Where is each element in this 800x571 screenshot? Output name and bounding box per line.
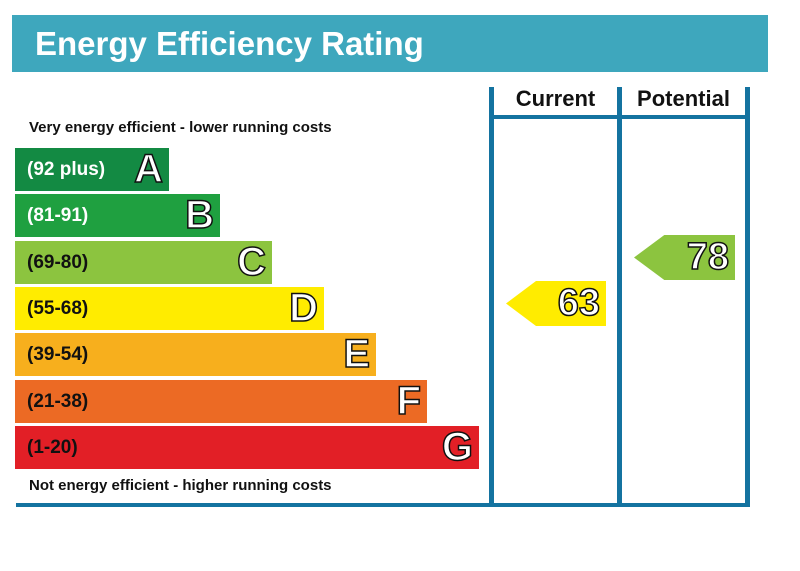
column-header-current: Current xyxy=(515,86,596,111)
band-range-label: (69-80) xyxy=(27,252,89,273)
band-letter: A xyxy=(133,146,163,192)
column-divider-middle xyxy=(617,87,622,507)
band-range-label: (92 plus) xyxy=(27,159,106,180)
band-range-label: (55-68) xyxy=(27,298,89,319)
current-rating-arrow: 63 xyxy=(506,281,606,326)
band-letter: C xyxy=(236,239,266,285)
column-divider-right xyxy=(745,87,750,507)
band-range-label: (39-54) xyxy=(27,344,89,365)
column-header-potential: Potential xyxy=(637,86,730,111)
column-divider-left xyxy=(489,87,494,507)
header-divider xyxy=(489,115,750,119)
band-g: (1-20) G xyxy=(15,424,479,470)
band-a: (92 plus) A xyxy=(15,146,169,192)
potential-rating-value: 78 xyxy=(686,235,730,279)
band-e: (39-54) E xyxy=(15,331,376,377)
top-note: Very energy efficient - lower running co… xyxy=(29,119,332,136)
band-c: (69-80) C xyxy=(15,239,272,285)
chart-title: Energy Efficiency Rating xyxy=(12,15,768,72)
current-rating-value: 63 xyxy=(557,281,601,325)
band-letter: D xyxy=(288,285,318,331)
bottom-border xyxy=(16,503,750,507)
band-letter: F xyxy=(396,378,422,424)
band-letter: G xyxy=(441,424,474,470)
bottom-note: Not energy efficient - higher running co… xyxy=(29,477,332,494)
band-letter: B xyxy=(184,192,214,238)
potential-rating-arrow: 78 xyxy=(634,235,735,280)
band-b: (81-91) B xyxy=(15,192,220,238)
band-f: (21-38) F xyxy=(15,378,427,424)
band-letter: E xyxy=(343,331,371,377)
band-d: (55-68) D xyxy=(15,285,324,331)
band-range-label: (21-38) xyxy=(27,391,89,412)
band-range-label: (81-91) xyxy=(27,205,89,226)
band-range-label: (1-20) xyxy=(27,437,78,458)
